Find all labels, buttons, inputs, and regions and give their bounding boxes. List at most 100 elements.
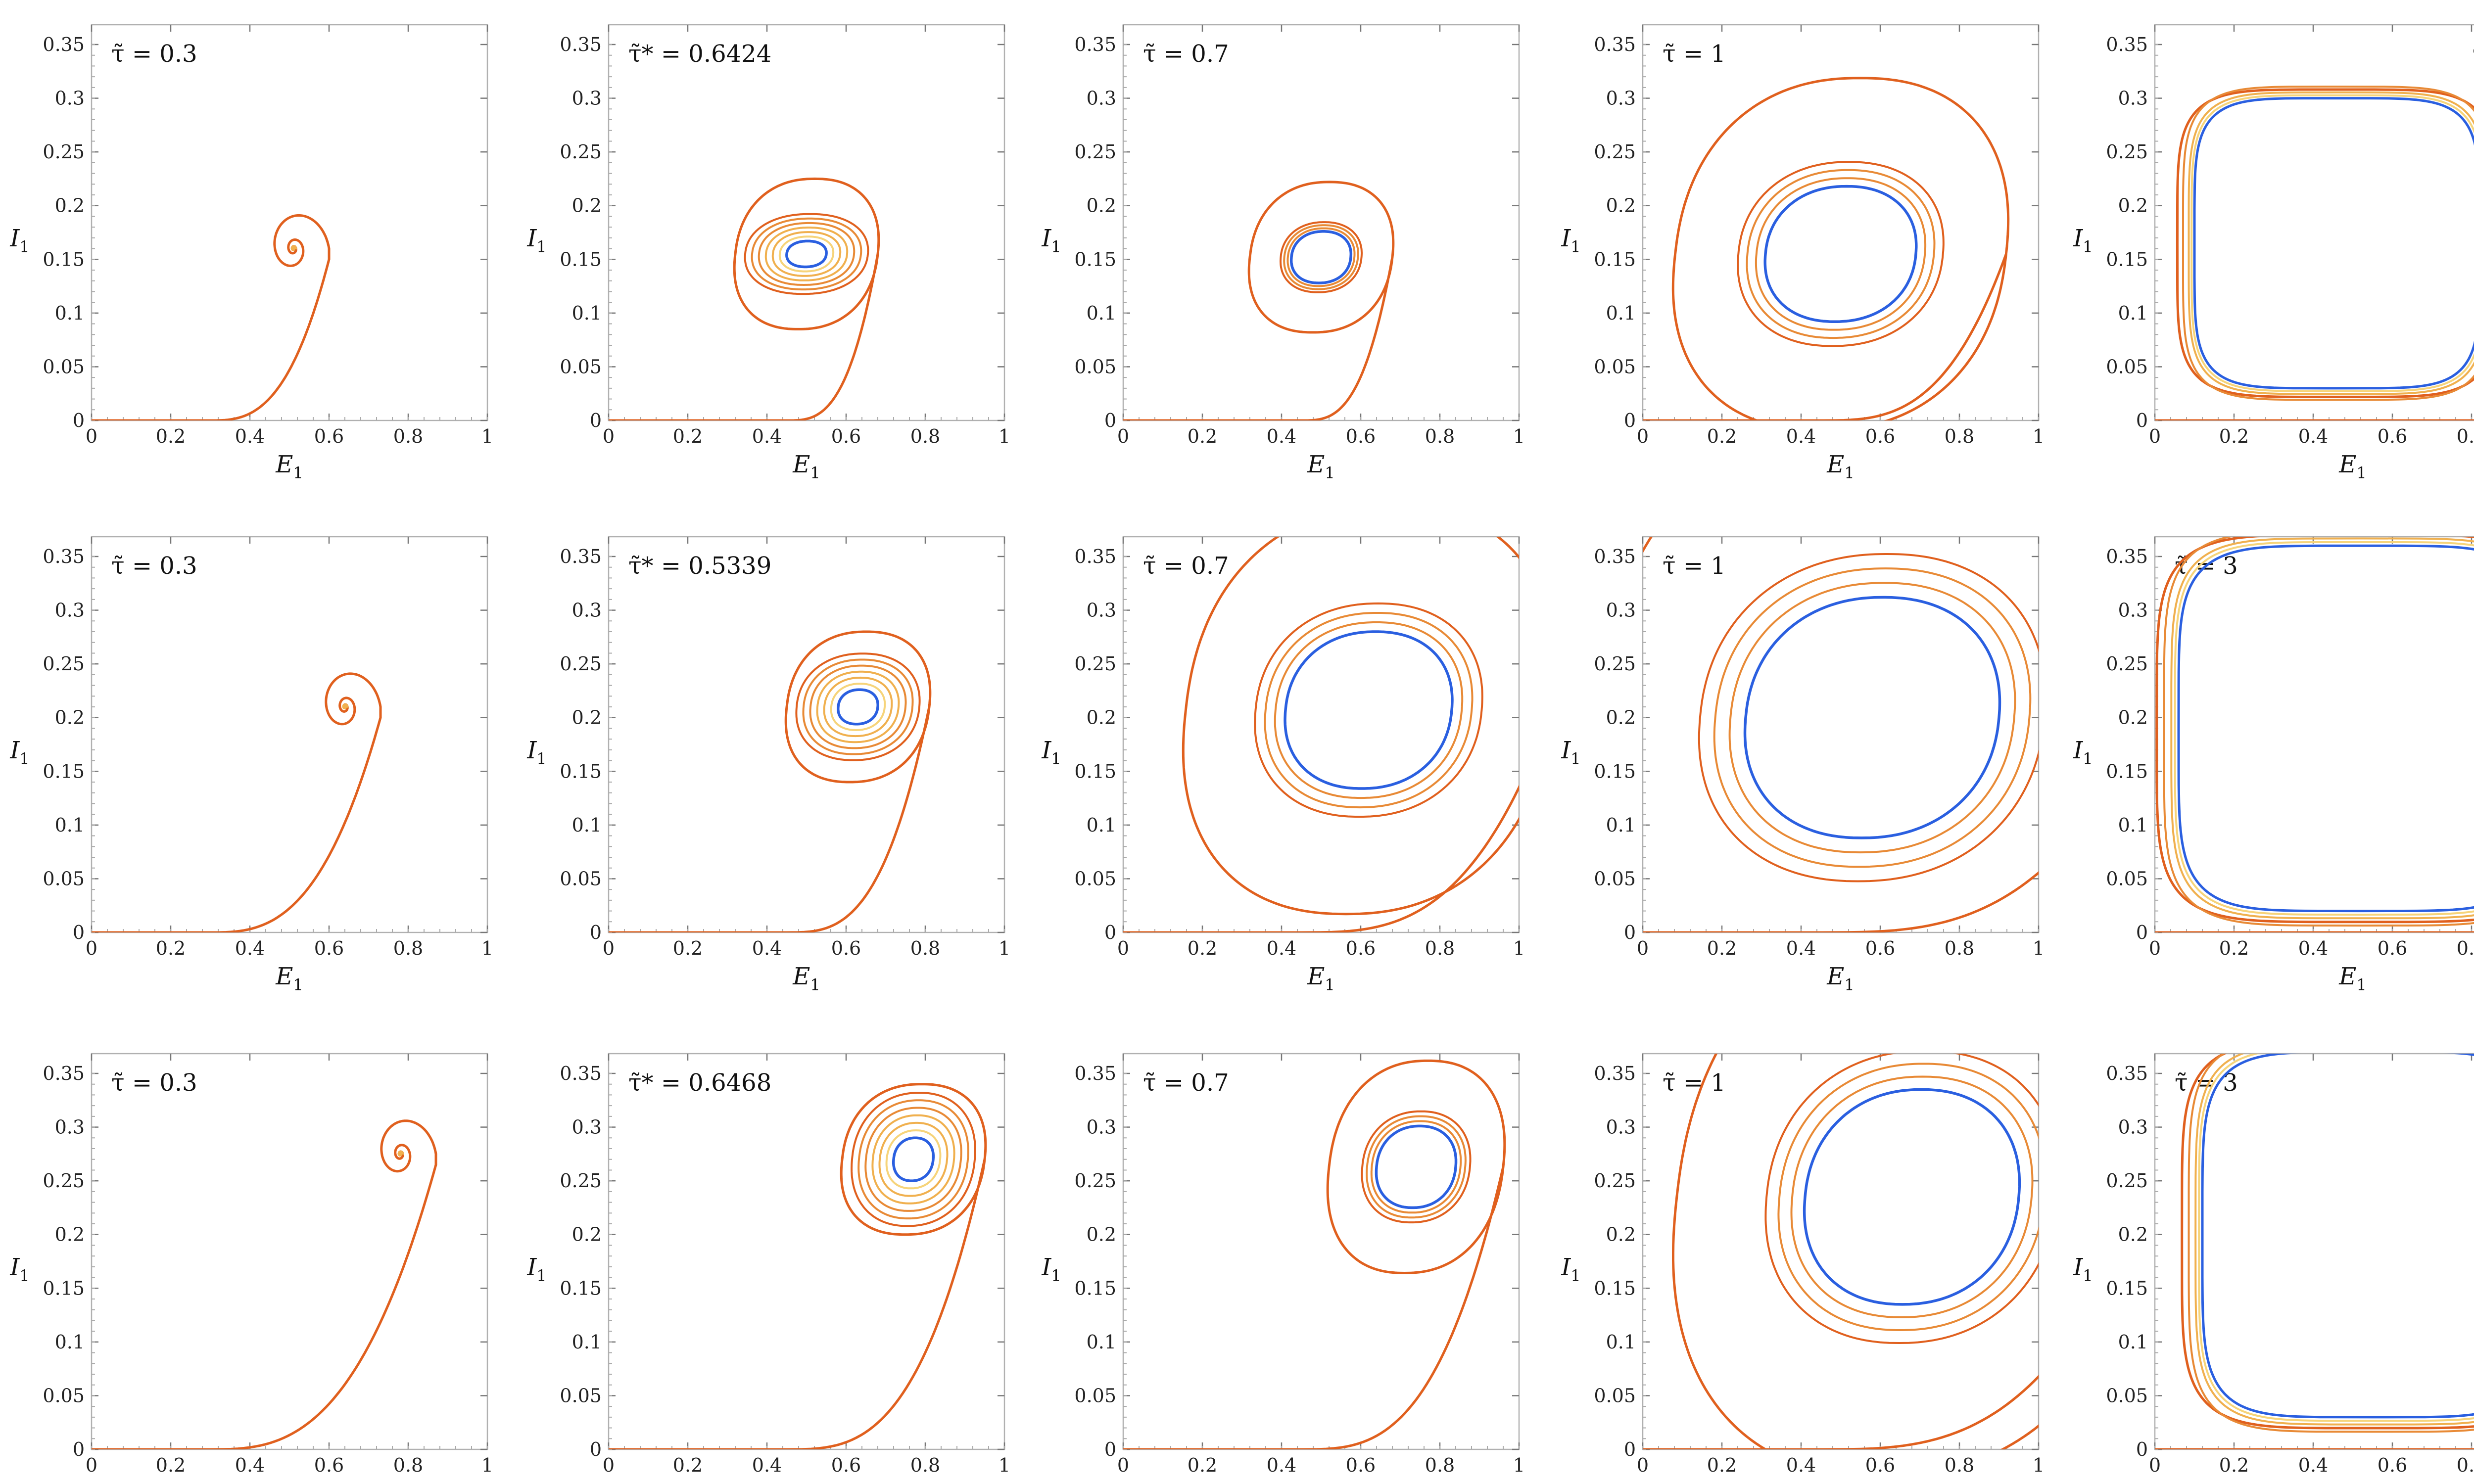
x-tick-label: 0.6 <box>1346 1454 1376 1476</box>
trajectory-path <box>1123 537 1519 932</box>
y-tick-label: 0.35 <box>560 34 602 55</box>
x-tick-label: 0.6 <box>2378 1454 2407 1476</box>
y-tick-label: 0 <box>1624 410 1636 431</box>
tau-annotation: τ̃ = 3 <box>2473 40 2474 68</box>
x-axis-label: E1 <box>275 963 303 994</box>
transient-ring <box>2170 537 2474 920</box>
x-tick-label: 0.4 <box>752 937 782 959</box>
x-axis-label: E1 <box>2338 451 2366 482</box>
x-tick-label: 1 <box>999 425 1010 447</box>
plot-frame <box>91 536 488 933</box>
x-tick-label: 0 <box>1637 937 1649 959</box>
x-tick-label: 0.6 <box>1865 937 1895 959</box>
limit-cycle <box>892 1136 935 1182</box>
x-tick-label: 0.8 <box>1945 1454 1974 1476</box>
y-axis-label: I1 <box>1561 737 1580 768</box>
transient-ring <box>885 1129 942 1190</box>
y-tick-label: 0 <box>73 410 85 431</box>
transient-ring <box>1361 1110 1472 1224</box>
trajectories <box>1643 537 2039 932</box>
y-tick-label: 0.2 <box>2118 707 2148 729</box>
x-axis-label: E1 <box>2338 1480 2366 1484</box>
y-tick-label: 0.05 <box>43 356 85 377</box>
trajectories <box>92 672 382 932</box>
trajectory-path <box>2155 1054 2474 1449</box>
x-axis-label: E1 <box>792 451 820 482</box>
x-tick-label: 0.2 <box>156 1454 186 1476</box>
x-tick-label: 0.4 <box>1786 425 1816 447</box>
inner-spiral <box>397 1150 404 1157</box>
y-tick-label: 0.25 <box>1074 141 1116 163</box>
panel-r2-c1: 0 0.2 0.4 0.6 0.8 1 0 0.05 0.1 0.15 0.2 0.25 0.3 0.35… <box>9 536 493 994</box>
tau-annotation: τ̃ = 1 <box>1663 40 1726 68</box>
trajectories <box>1123 181 1395 420</box>
x-tick-label: 0.8 <box>2457 1454 2474 1476</box>
y-axis-label: I1 <box>9 737 29 768</box>
y-tick-label: 0.2 <box>2118 1224 2148 1246</box>
limit-cycle <box>2201 1054 2474 1419</box>
y-tick-label: 0.05 <box>1074 1385 1116 1406</box>
trajectories <box>609 1083 987 1449</box>
trajectories <box>92 1119 437 1449</box>
y-tick-label: 0.25 <box>1594 141 1636 163</box>
x-axis-label: E1 <box>1826 1480 1854 1484</box>
x-tick-label: 0 <box>603 1454 615 1476</box>
x-tick-label: 0.2 <box>156 937 186 959</box>
x-tick-label: 0.4 <box>752 425 782 447</box>
y-tick-label: 0.05 <box>2106 356 2148 377</box>
y-tick-label: 0.15 <box>43 1277 85 1299</box>
x-tick-label: 0.6 <box>314 425 344 447</box>
x-tick-label: 0.6 <box>2378 937 2407 959</box>
y-tick-label: 0.3 <box>2118 600 2148 621</box>
y-axis-label: I1 <box>526 1253 546 1285</box>
limit-cycle <box>1803 1088 2021 1306</box>
tau-annotation: τ̃ = 0.3 <box>111 1069 197 1097</box>
trajectories <box>92 214 331 420</box>
plot-frame <box>91 1053 488 1450</box>
x-axis-label: E1 <box>1307 451 1334 482</box>
transient-ring <box>1280 221 1363 293</box>
transient-ring <box>2174 541 2474 916</box>
y-tick-label: 0 <box>1104 1438 1116 1460</box>
transient-ring <box>871 1114 955 1205</box>
trajectory-path <box>609 177 880 420</box>
y-tick-label: 0.15 <box>560 1277 602 1299</box>
y-tick-label: 0.05 <box>1594 1385 1636 1406</box>
y-tick-label: 0.3 <box>572 600 602 621</box>
transient-ring <box>2188 1054 2474 1433</box>
x-tick-label: 0.8 <box>393 425 423 447</box>
y-tick-label: 0 <box>73 1438 85 1460</box>
transient-ring <box>778 235 835 273</box>
x-tick-label: 0.8 <box>393 1454 423 1476</box>
y-tick-label: 0.15 <box>1074 760 1116 782</box>
y-axis-label: I1 <box>526 737 546 768</box>
trajectory-path <box>1643 537 2039 932</box>
transient-ring <box>830 683 886 731</box>
plot-frame <box>1642 536 2040 933</box>
limit-cycle <box>785 239 828 269</box>
transient-ring <box>2194 1054 2474 1426</box>
y-tick-label: 0.2 <box>572 1224 602 1246</box>
y-tick-label: 0.35 <box>43 34 85 55</box>
trajectory-path <box>609 1083 987 1449</box>
limit-cycle <box>1743 596 2001 839</box>
x-tick-label: 0.4 <box>1267 937 1296 959</box>
y-tick-label: 0.1 <box>1606 302 1636 324</box>
y-tick-label: 0.3 <box>572 1116 602 1138</box>
y-tick-label: 0.3 <box>2118 1116 2148 1138</box>
x-tick-label: 0.2 <box>1188 1454 1217 1476</box>
panel-r3-c2: 0 0.2 0.4 0.6 0.8 1 0 0.05 0.1 0.15 0.2 0.25 0.3 0.35… <box>526 1053 1010 1484</box>
x-tick-label: 0.8 <box>910 425 940 447</box>
y-tick-label: 0.25 <box>43 653 85 675</box>
y-tick-label: 0.05 <box>2106 868 2148 889</box>
x-axis-label: E1 <box>2338 963 2366 994</box>
x-tick-label: 1 <box>2033 1454 2045 1476</box>
y-tick-label: 0.25 <box>2106 1170 2148 1192</box>
y-tick-label: 0.05 <box>1594 868 1636 889</box>
x-tick-label: 0.8 <box>1945 425 1974 447</box>
y-tick-label: 0.35 <box>43 546 85 567</box>
transient-ring <box>1274 621 1464 799</box>
x-tick-label: 0.2 <box>673 425 703 447</box>
y-tick-label: 0.3 <box>1087 1116 1116 1138</box>
y-tick-label: 0.15 <box>43 248 85 270</box>
